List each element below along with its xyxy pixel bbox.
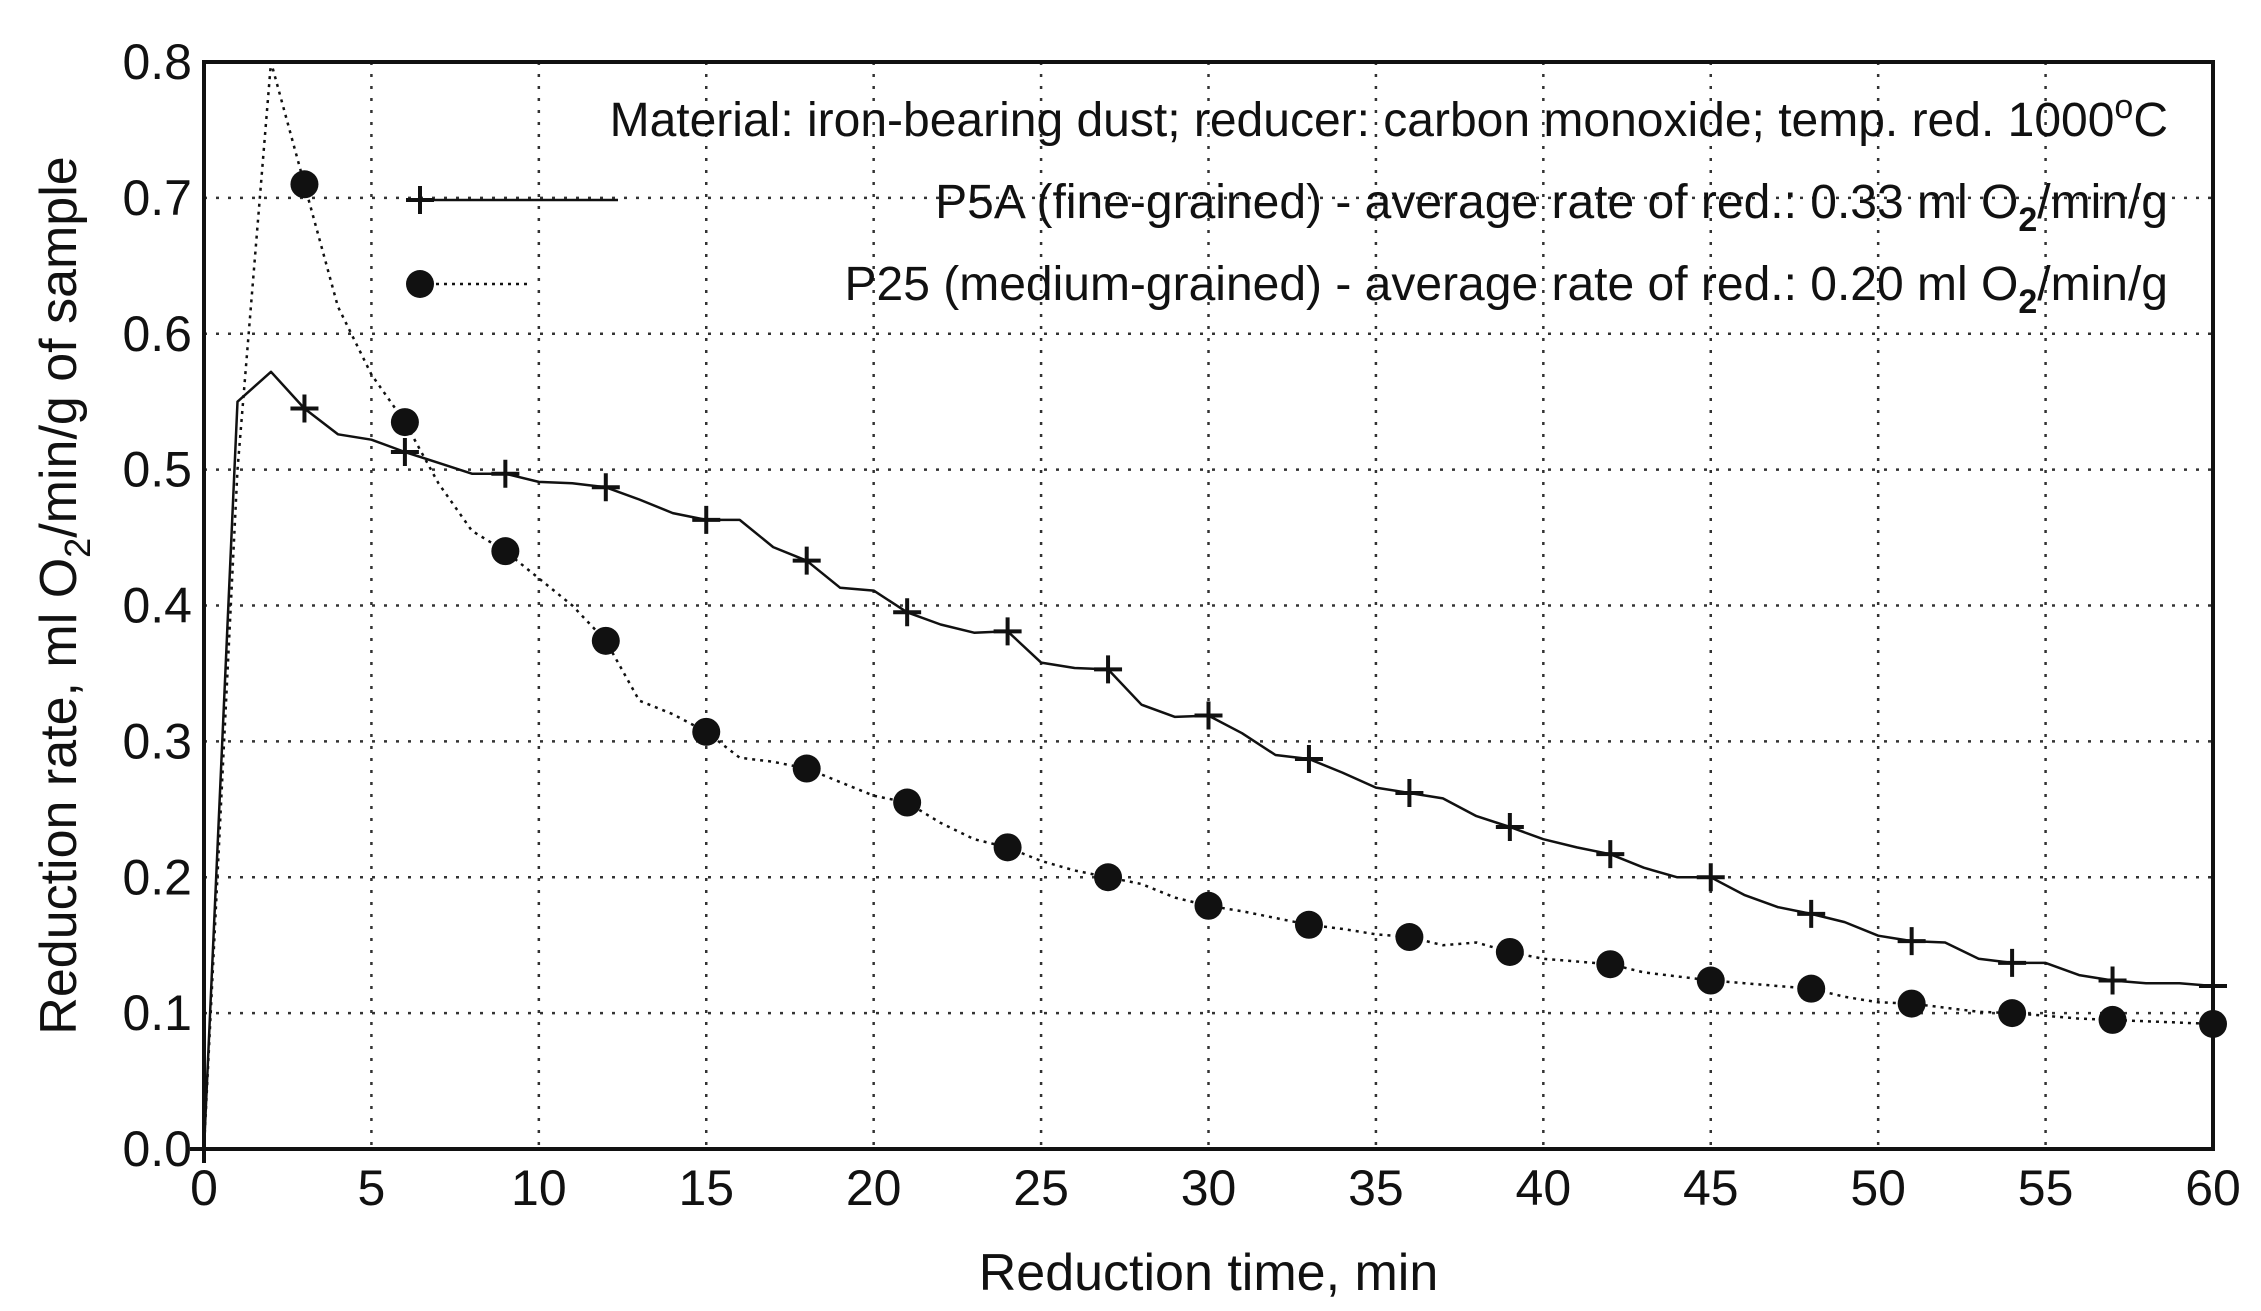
legend-label-p5a-part-2: /min/g xyxy=(2037,176,2168,229)
y-tick-label: 0.8 xyxy=(122,34,192,90)
data-point-p5a xyxy=(1696,863,1725,892)
data-point-p25 xyxy=(993,833,1022,862)
data-point-p25 xyxy=(390,408,419,437)
data-point-p5a xyxy=(390,437,419,466)
y-tick-label: 0.0 xyxy=(122,1121,192,1177)
data-point-p5a xyxy=(1395,779,1424,808)
legend-header-part-2: C xyxy=(2133,94,2168,147)
legend-header: Material: iron-bearing dust; reducer: ca… xyxy=(610,88,2168,147)
y-axis-title-part-2: /min/g of sample xyxy=(30,156,88,538)
data-point-p25 xyxy=(290,170,319,199)
data-point-p5a xyxy=(893,598,922,627)
legend-label-p25-part-1: P25 (medium-grained) - average rate of r… xyxy=(844,258,2018,311)
data-point-p5a xyxy=(692,505,721,534)
series-layer xyxy=(190,60,2227,1163)
legend-label-p25-subscript: 2 xyxy=(2018,283,2037,321)
y-tick-label: 0.5 xyxy=(122,442,192,498)
data-point-p25 xyxy=(1696,966,1725,995)
plot-frame xyxy=(202,60,2215,1151)
data-point-p5a xyxy=(1495,812,1524,841)
data-point-p25 xyxy=(1294,910,1323,939)
data-point-p5a xyxy=(1998,948,2027,977)
legend-circle-marker xyxy=(406,270,434,298)
x-tick-label: 30 xyxy=(1181,1160,1237,1216)
data-point-p25 xyxy=(1194,891,1223,920)
data-point-p25 xyxy=(591,626,620,655)
data-point-p5a xyxy=(1294,745,1323,774)
legend-label-p25: P25 (medium-grained) - average rate of r… xyxy=(844,258,2168,321)
y-tick-label: 0.7 xyxy=(122,170,192,226)
x-tick-label: 60 xyxy=(2185,1160,2241,1216)
x-tick-label: 15 xyxy=(678,1160,734,1216)
x-tick-label: 40 xyxy=(1516,1160,1572,1216)
legend-label-p5a-part-1: P5A (fine-grained) - average rate of red… xyxy=(935,176,2018,229)
y-tick-label: 0.4 xyxy=(122,578,192,634)
data-point-p25 xyxy=(1596,950,1625,979)
data-point-p5a xyxy=(491,459,520,488)
legend-entry-p5a: P5A (fine-grained) - average rate of red… xyxy=(406,176,2168,239)
data-point-p25 xyxy=(692,717,721,746)
y-tick-label: 0.3 xyxy=(122,713,192,769)
x-tick-label: 35 xyxy=(1348,1160,1404,1216)
legend-plus-marker xyxy=(406,186,434,214)
data-point-p25 xyxy=(893,788,922,817)
legend: Material: iron-bearing dust; reducer: ca… xyxy=(406,88,2168,321)
y-tick-label: 0.1 xyxy=(122,985,192,1041)
x-tick-label: 25 xyxy=(1013,1160,1069,1216)
y-tick-label: 0.2 xyxy=(122,849,192,905)
legend-label-p5a-subscript: 2 xyxy=(2018,201,2037,239)
x-tick-label: 50 xyxy=(1850,1160,1906,1216)
data-point-p25 xyxy=(1897,989,1926,1018)
data-point-p25 xyxy=(1797,974,1826,1003)
data-point-p5a xyxy=(290,394,319,423)
data-point-p5a xyxy=(1897,927,1926,956)
x-axis-title: Reduction time, min xyxy=(979,1244,1439,1302)
data-point-p5a xyxy=(591,473,620,502)
tick-labels: 0 5 10 15 20 25 30 35 40 45 50 55 60 0.0 0.1 0.2 0.3 0.4 0… xyxy=(122,34,2240,1216)
legend-label-p25-part-2: /min/g xyxy=(2037,258,2168,311)
y-axis-title-part-1: Reduction rate, ml O xyxy=(30,558,88,1035)
grid xyxy=(204,62,2213,1149)
data-point-p5a xyxy=(1797,899,1826,928)
legend-header-superscript: o xyxy=(2114,88,2133,126)
data-point-p25 xyxy=(1094,863,1123,892)
data-point-p25 xyxy=(1395,923,1424,952)
x-tick-label: 20 xyxy=(846,1160,902,1216)
y-axis-title: Reduction rate, ml O2/min/g of sample xyxy=(30,156,98,1034)
legend-label-p5a: P5A (fine-grained) - average rate of red… xyxy=(935,176,2168,239)
data-point-p5a xyxy=(792,546,821,575)
data-point-p25 xyxy=(1998,999,2027,1028)
data-point-p5a xyxy=(1194,701,1223,730)
x-tick-label: 10 xyxy=(511,1160,567,1216)
data-point-p25 xyxy=(1495,937,1524,966)
data-point-p5a xyxy=(1094,655,1123,684)
x-tick-label: 5 xyxy=(358,1160,386,1216)
data-point-p5a xyxy=(2098,966,2127,995)
data-point-p25 xyxy=(491,537,520,566)
data-point-p5a xyxy=(1596,840,1625,869)
y-axis-title-subscript: 2 xyxy=(57,538,98,558)
x-tick-label: 55 xyxy=(2018,1160,2074,1216)
legend-entry-p25: P25 (medium-grained) - average rate of r… xyxy=(406,258,2168,321)
x-tick-label: 45 xyxy=(1683,1160,1739,1216)
legend-header-part-1: Material: iron-bearing dust; reducer: ca… xyxy=(610,94,2115,147)
data-point-p25 xyxy=(2098,1005,2127,1034)
x-tick-label: 0 xyxy=(190,1160,218,1216)
data-point-p5a xyxy=(993,617,1022,646)
y-tick-label: 0.6 xyxy=(122,306,192,362)
data-point-p25 xyxy=(792,754,821,783)
